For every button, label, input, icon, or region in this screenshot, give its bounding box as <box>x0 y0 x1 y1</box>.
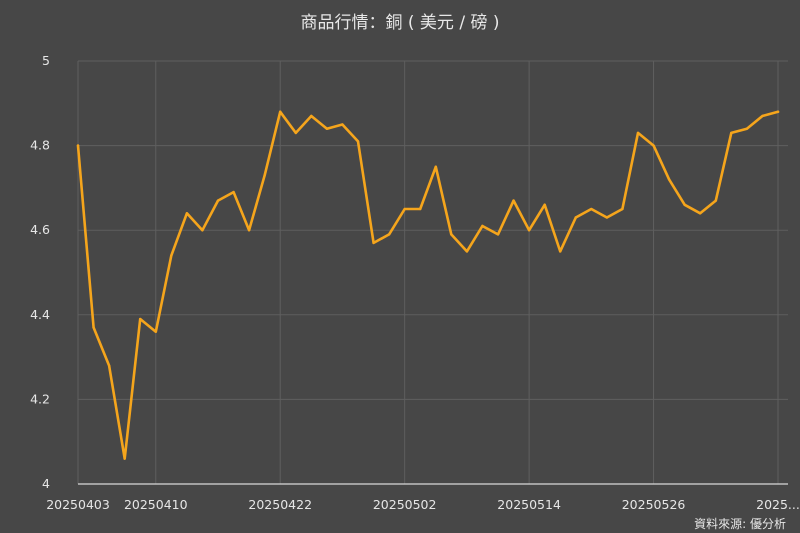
data-point <box>636 131 640 135</box>
data-point <box>123 457 126 460</box>
chart-title: 商品行情：銅 ( 美元 / 磅 ) <box>300 13 499 33</box>
data-point <box>543 203 546 207</box>
x-tick-label: 2025... <box>756 497 800 512</box>
x-tick-label: 20250502 <box>373 497 437 512</box>
data-point <box>92 326 95 329</box>
data-point <box>185 212 189 215</box>
data-point <box>652 144 655 147</box>
data-point <box>434 165 437 168</box>
data-point <box>714 199 717 202</box>
data-point <box>247 229 251 232</box>
x-tick-label: 20250410 <box>124 497 188 512</box>
data-point <box>279 110 282 113</box>
x-tick-label: 20250526 <box>622 497 686 512</box>
axes: 4 4.2 4.4 4.6 4.8 5 20250403 20250410 20250422 20… <box>30 53 800 512</box>
data-point <box>325 127 329 130</box>
data-point <box>481 224 484 228</box>
data-point <box>216 199 220 202</box>
data-point <box>574 216 577 219</box>
data-point <box>465 250 469 253</box>
data-point <box>559 250 562 253</box>
data-point <box>107 364 111 367</box>
data-point <box>139 317 142 321</box>
series-line-group <box>76 110 780 460</box>
data-point <box>341 123 344 126</box>
data-point <box>263 174 266 177</box>
data-point <box>419 207 422 211</box>
data-point <box>590 207 593 211</box>
data-point <box>761 114 764 118</box>
x-tick-label: 20250422 <box>248 497 312 512</box>
data-point <box>730 131 733 135</box>
data-point <box>356 140 360 143</box>
data-point <box>170 254 173 257</box>
data-point <box>232 190 235 194</box>
data-point <box>372 241 375 245</box>
data-point <box>667 178 671 181</box>
gridlines <box>77 60 788 484</box>
data-point <box>154 330 157 333</box>
x-tick-label: 20250514 <box>497 497 561 512</box>
data-point <box>201 229 204 232</box>
data-point <box>403 207 406 211</box>
y-tick-label: 4 <box>42 476 50 491</box>
y-tick-label: 5 <box>42 53 50 68</box>
y-tick-label: 4.8 <box>30 138 50 153</box>
data-point <box>387 233 391 236</box>
data-point <box>699 212 702 215</box>
data-point <box>776 110 780 113</box>
data-point <box>294 131 297 135</box>
data-point <box>496 233 500 236</box>
y-tick-label: 4.6 <box>30 222 50 237</box>
data-point <box>621 207 624 211</box>
data-point <box>512 199 515 202</box>
copper-price-line <box>76 110 780 460</box>
x-tick-label: 20250403 <box>46 497 110 512</box>
y-tick-label: 4.2 <box>30 391 50 406</box>
data-point <box>76 144 80 147</box>
y-tick-label: 4.4 <box>30 307 50 322</box>
source-note: 資料來源: 優分析 <box>694 517 786 531</box>
data-point <box>450 233 453 236</box>
data-point <box>745 127 749 130</box>
data-point <box>683 203 686 207</box>
data-point <box>605 216 609 219</box>
data-point <box>310 114 313 118</box>
data-point <box>527 229 531 232</box>
